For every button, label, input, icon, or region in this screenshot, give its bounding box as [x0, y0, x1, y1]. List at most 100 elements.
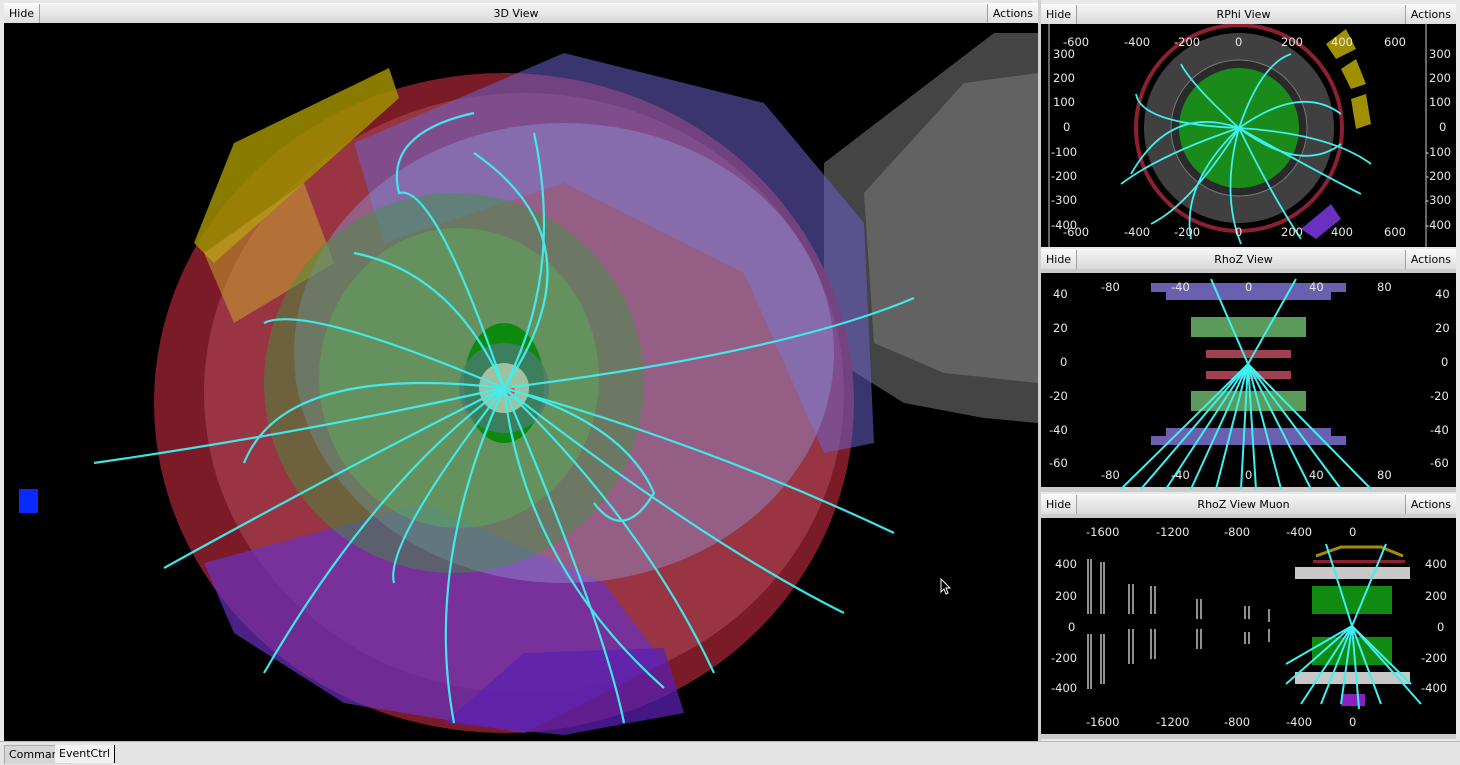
view3d-pane: Hide 3D View Actions	[4, 3, 1038, 741]
rhoz-canvas[interactable]: -80 -40 0 40 80 -80 -40 0 40 80 40 20 0 …	[1041, 269, 1456, 492]
rhoz-y-tick: -60	[1049, 456, 1068, 470]
muon-endcap-bottom	[1295, 672, 1410, 684]
rphi-x-ticks-bottom: -600 -400 -200 0 200 400 600	[1063, 225, 1406, 239]
rphi-y-tick: -100	[1051, 145, 1077, 159]
rhoz-x-ticks-top: -80 -40 0 40 80	[1101, 280, 1392, 294]
rhoz-y-ticks-right: 40 20 0 -20 -40 -60	[1430, 287, 1450, 470]
rhozmuon-titlebar: Hide RhoZ View Muon Actions	[1041, 494, 1456, 515]
rhozmuon-x-tick: 0	[1349, 525, 1356, 539]
rhoz-x-tick: 80	[1377, 280, 1392, 294]
rhoz-x-tick: 40	[1309, 280, 1324, 294]
rphi-y-tick: -400	[1051, 218, 1077, 232]
rhozmuon-y-tick: -400	[1421, 681, 1447, 695]
rhoz-x-tick: 0	[1245, 468, 1252, 482]
rhozmuon-y-tick: 0	[1437, 620, 1444, 634]
rhozmuon-y-tick: -200	[1051, 651, 1077, 665]
rhoz-y-tick: -20	[1049, 389, 1068, 403]
rhoz-x-tick: 0	[1245, 280, 1252, 294]
rhoz-tracker-bottom	[1191, 391, 1306, 411]
rphi-x-tick: -400	[1124, 35, 1150, 49]
rhozmuon-x-tick: -1200	[1156, 525, 1189, 539]
rhozmuon-x-tick: -400	[1286, 525, 1312, 539]
rphi-y-tick: 0	[1439, 120, 1446, 134]
mouse-cursor-icon	[940, 578, 952, 595]
view3d-titlebar: Hide 3D View Actions	[4, 3, 1038, 24]
rhoz-x-tick: -40	[1171, 468, 1190, 482]
rhoz-x-tick: -40	[1171, 280, 1190, 294]
rhoz-y-ticks-left: 40 20 0 -20 -40 -60	[1049, 287, 1068, 470]
rhozmuon-y-ticks-right: 400 200 0 -200 -400	[1421, 557, 1447, 695]
rhozmuon-y-tick: 200	[1425, 589, 1447, 603]
rhoz-y-tick: -60	[1430, 456, 1449, 470]
rhoz-y-tick: -40	[1049, 423, 1068, 437]
rhozmuon-pane: Hide RhoZ View Muon Actions	[1041, 494, 1456, 739]
rhoz-pane: Hide RhoZ View Actions	[1041, 249, 1456, 492]
rhoz-actions-button[interactable]: Actions	[1404, 250, 1456, 269]
blue-marker	[19, 489, 38, 513]
rhozmuon-x-tick: -800	[1224, 525, 1250, 539]
rhoz-hide-button[interactable]: Hide	[1041, 250, 1078, 269]
rphi-y-tick: -300	[1425, 193, 1451, 207]
vertical-splitter[interactable]	[1038, 0, 1041, 741]
rphi-x-tick: 200	[1281, 225, 1303, 239]
rphi-y-tick: -200	[1425, 169, 1451, 183]
rhozmuon-title: RhoZ View Muon	[1197, 498, 1290, 511]
rhozmuon-canvas[interactable]: -1600 -1200 -800 -400 0 -1600 -1200 -800…	[1041, 514, 1456, 739]
rphi-titlebar: Hide RPhi View Actions	[1041, 4, 1456, 25]
view3d-canvas[interactable]	[4, 23, 1038, 741]
rphi-y-tick: 0	[1063, 120, 1070, 134]
view3d-title: 3D View	[493, 7, 539, 20]
rhoz-y-tick: 20	[1435, 321, 1450, 335]
rhozmuon-y-tick: -200	[1421, 651, 1447, 665]
rhozmuon-x-tick: -1600	[1086, 715, 1119, 729]
rhoz-y-tick: 20	[1053, 321, 1068, 335]
rhoz-y-tick: -20	[1430, 389, 1449, 403]
rhozmuon-x-ticks-bottom: -1600 -1200 -800 -400 0	[1086, 715, 1356, 729]
rhozmuon-actions-button[interactable]: Actions	[1404, 495, 1456, 514]
rphi-y-tick: -100	[1425, 145, 1451, 159]
rphi-y-tick: 200	[1429, 71, 1451, 85]
rphi-scene[interactable]: -600 -400 -200 0 200 400 600 -600 -400 -…	[1041, 24, 1456, 247]
rphi-y-tick: 300	[1429, 47, 1451, 61]
rhozmuon-x-ticks-top: -1600 -1200 -800 -400 0	[1086, 525, 1356, 539]
rphi-y-tick: 200	[1053, 71, 1075, 85]
rphi-x-tick: -400	[1124, 225, 1150, 239]
view3d-hide-button[interactable]: Hide	[4, 4, 41, 23]
rhoz-hcal-top	[1151, 283, 1346, 292]
rhozmuon-y-tick: 400	[1425, 557, 1447, 571]
muon-tracker-top	[1312, 586, 1392, 614]
rhoz-y-tick: -40	[1430, 423, 1449, 437]
rphi-actions-button[interactable]: Actions	[1404, 5, 1456, 24]
rhozmuon-scene[interactable]: -1600 -1200 -800 -400 0 -1600 -1200 -800…	[1041, 514, 1456, 739]
rhozmuon-x-tick: -800	[1224, 715, 1250, 729]
rphi-x-tick: 0	[1235, 225, 1242, 239]
rphi-x-tick: 0	[1235, 35, 1242, 49]
rphi-x-tick: -200	[1174, 225, 1200, 239]
track-lines	[93, 111, 915, 724]
forward-calorimeter	[824, 33, 1038, 423]
rhozmuon-x-tick: -1600	[1086, 525, 1119, 539]
rhozmuon-x-tick: 0	[1349, 715, 1356, 729]
rhoz-tracker-top	[1191, 317, 1306, 337]
rhozmuon-y-tick: 400	[1055, 557, 1077, 571]
rhoz-title: RhoZ View	[1214, 253, 1273, 266]
rhoz-x-tick: -80	[1101, 468, 1120, 482]
rhozmuon-hide-button[interactable]: Hide	[1041, 495, 1078, 514]
rhozmuon-y-ticks-left: 400 200 0 -200 -400	[1051, 557, 1077, 695]
tab-eventctrl[interactable]: EventCtrl	[55, 745, 116, 763]
rhoz-x-ticks-bottom: -80 -40 0 40 80	[1101, 468, 1392, 482]
rphi-canvas[interactable]: -600 -400 -200 0 200 400 600 -600 -400 -…	[1041, 24, 1456, 247]
view3d-scene[interactable]	[4, 23, 1038, 741]
rhoz-scene[interactable]: -80 -40 0 40 80 -80 -40 0 40 80 40 20 0 …	[1041, 269, 1456, 492]
rhoz-y-tick: 40	[1435, 287, 1450, 301]
rphi-y-tick: -400	[1425, 218, 1451, 232]
rphi-hide-button[interactable]: Hide	[1041, 5, 1078, 24]
rhoz-tracks	[1120, 278, 1372, 490]
rhozmuon-y-tick: -400	[1051, 681, 1077, 695]
rhozmuon-y-tick: 200	[1055, 589, 1077, 603]
rhozmuon-x-tick: -1200	[1156, 715, 1189, 729]
rphi-x-tick: 400	[1331, 35, 1353, 49]
rphi-pane: Hide RPhi View Actions	[1041, 4, 1456, 247]
view3d-actions-button[interactable]: Actions	[986, 4, 1038, 23]
rhoz-y-tick: 40	[1053, 287, 1068, 301]
